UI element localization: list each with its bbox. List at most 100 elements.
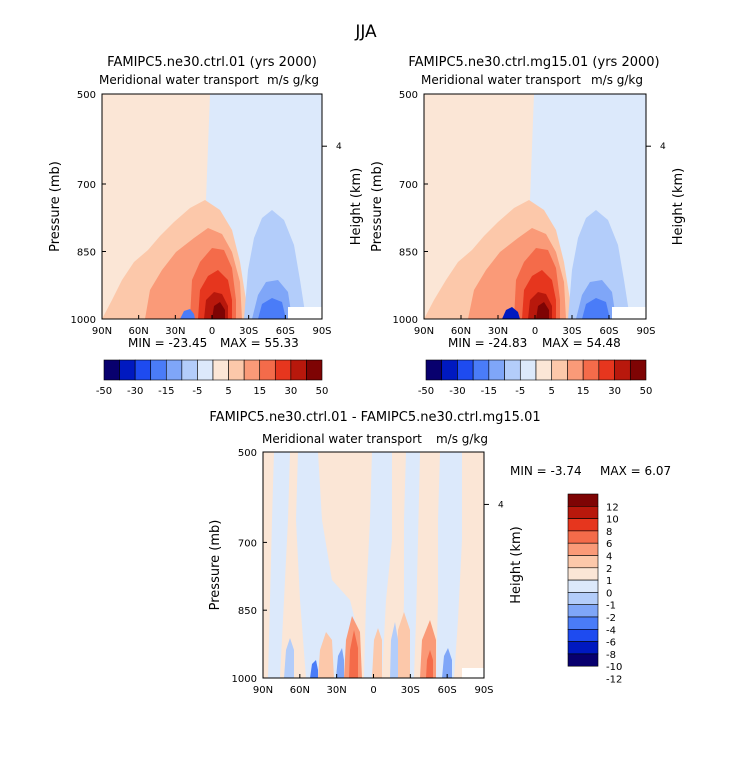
y-tick-label: 500 xyxy=(238,448,257,459)
colorbar-swatch xyxy=(457,359,474,381)
x-tick-label: 30N xyxy=(327,685,347,696)
y-axis-label-right: Height (km) xyxy=(671,168,686,245)
contour-pos-4b xyxy=(426,650,433,678)
contour-neg-2b xyxy=(336,648,344,678)
region-neg-band-south xyxy=(436,452,462,678)
colorbar-swatch xyxy=(567,604,599,618)
colorbar-label: -15 xyxy=(158,386,174,397)
panel-ctrl-min: MIN = -23.45 xyxy=(128,336,207,350)
colorbar-label: -12 xyxy=(606,675,622,686)
colorbar-swatch xyxy=(567,518,599,532)
y-tick-label: 500 xyxy=(399,90,418,101)
colorbar-label: -30 xyxy=(449,386,465,397)
colorbar-label: -6 xyxy=(606,638,616,649)
colorbar-swatch xyxy=(567,555,599,569)
x-tick-label: 90S xyxy=(474,685,493,696)
colorbar-swatch xyxy=(290,359,307,381)
colorbar-label: 0 xyxy=(606,588,612,599)
colorbar-swatch xyxy=(228,359,245,381)
colorbar-label: 5 xyxy=(549,386,555,397)
colorbar-label: 15 xyxy=(253,386,266,397)
region-neg-band-eq xyxy=(364,452,392,678)
x-tick-label: 0 xyxy=(532,326,538,337)
colorbar-swatch xyxy=(567,567,599,581)
colorbar-swatch xyxy=(567,530,599,544)
contour-neg-30 xyxy=(258,298,286,319)
colorbar-swatch xyxy=(212,359,229,381)
colorbar-swatch xyxy=(629,359,647,381)
colorbar-label: 50 xyxy=(316,386,329,397)
colorbar-swatch xyxy=(567,628,599,642)
x-tick-label: 30S xyxy=(562,326,581,337)
panel-ctrl-units: m/s g/kg xyxy=(267,73,319,87)
colorbar-label: 50 xyxy=(640,386,653,397)
panel-mg15-title: FAMIPC5.ne30.ctrl.mg15.01 (yrs 2000) xyxy=(408,55,659,70)
y-axis-label: Pressure (mb) xyxy=(208,520,223,611)
colorbar-swatch xyxy=(614,359,631,381)
panel-ctrl-subtitle: Meridional water transport xyxy=(99,73,259,87)
panel-diff-units: m/s g/kg xyxy=(436,432,488,446)
colorbar-label: -50 xyxy=(418,386,434,397)
contour-pos-1a xyxy=(318,632,334,678)
panel-ctrl-title: FAMIPC5.ne30.ctrl.01 (yrs 2000) xyxy=(107,55,317,70)
panel-mg15-subtitle: Meridional water transport xyxy=(421,73,581,87)
x-tick-label: 60S xyxy=(276,326,295,337)
colorbar-swatch xyxy=(119,359,136,381)
contour-neg-tropics xyxy=(502,307,520,319)
x-tick-label: 60S xyxy=(599,326,618,337)
panel-ctrl-colorbar: -50 -30 -15 -5 5 15 30 50 xyxy=(96,359,329,397)
colorbar-swatch xyxy=(567,542,599,556)
colorbar-label: 2 xyxy=(606,564,612,575)
terrain-mask xyxy=(612,307,646,319)
colorbar-swatch xyxy=(567,616,599,630)
contour-neg-2d xyxy=(442,648,452,678)
x-tick-label: 30N xyxy=(165,326,185,337)
colorbar-label: 8 xyxy=(606,527,612,538)
figure-title: JJA xyxy=(354,22,377,42)
panel-mg15-min: MIN = -24.83 xyxy=(448,336,527,350)
panel-diff-axes: 90N 60N 30N 0 30S 60S 90S 500 700 850 1000 4 Pressur… xyxy=(208,448,524,696)
colorbar-label: 4 xyxy=(606,552,612,563)
colorbar-swatch xyxy=(567,579,599,593)
colorbar-swatch xyxy=(488,359,505,381)
contour-neg-5 xyxy=(568,210,630,319)
region-neg-band-mid xyxy=(296,452,360,678)
colorbar-label: -5 xyxy=(515,386,525,397)
y-tick-label: 700 xyxy=(238,538,257,549)
colorbar-swatch xyxy=(567,505,599,519)
y-tick-label: 850 xyxy=(238,606,257,617)
panel-ctrl-max: MAX = 55.33 xyxy=(220,336,299,350)
y-tick-label: 850 xyxy=(77,248,96,259)
right-tick-label: 4 xyxy=(498,500,504,510)
x-tick-label: 90S xyxy=(312,326,331,337)
colorbar-swatch xyxy=(519,359,537,381)
y-tick-label: 1000 xyxy=(71,315,96,326)
panel-diff: FAMIPC5.ne30.ctrl.01 - FAMIPC5.ne30.ctrl… xyxy=(208,410,671,696)
colorbar-label: -1 xyxy=(606,601,616,612)
x-tick-label: 30S xyxy=(239,326,258,337)
colorbar-label: -2 xyxy=(606,613,616,624)
colorbar-label: 30 xyxy=(608,386,621,397)
colorbar-swatch xyxy=(551,359,568,381)
colorbar-label: -5 xyxy=(192,386,202,397)
contour-neg-5 xyxy=(244,210,306,319)
panel-diff-subtitle: Meridional water transport xyxy=(262,432,422,446)
colorbar-swatch xyxy=(567,359,584,381)
contour-pos-4a xyxy=(349,630,358,678)
contour-neg-30 xyxy=(582,298,610,319)
right-tick-label: 4 xyxy=(336,142,342,152)
colorbar-label: 15 xyxy=(577,386,590,397)
colorbar-swatch xyxy=(472,359,490,381)
colorbar-label: -50 xyxy=(96,386,112,397)
colorbar-swatch xyxy=(567,592,599,606)
colorbar-swatch xyxy=(598,359,615,381)
y-tick-label: 850 xyxy=(399,248,418,259)
colorbar-label: -15 xyxy=(481,386,497,397)
contour-pos-max xyxy=(212,302,225,319)
panel-mg15: FAMIPC5.ne30.ctrl.mg15.01 (yrs 2000) Mer… xyxy=(370,55,686,397)
colorbar-label: 12 xyxy=(606,502,619,513)
colorbar-swatch xyxy=(103,359,120,381)
colorbar-swatch xyxy=(504,359,521,381)
